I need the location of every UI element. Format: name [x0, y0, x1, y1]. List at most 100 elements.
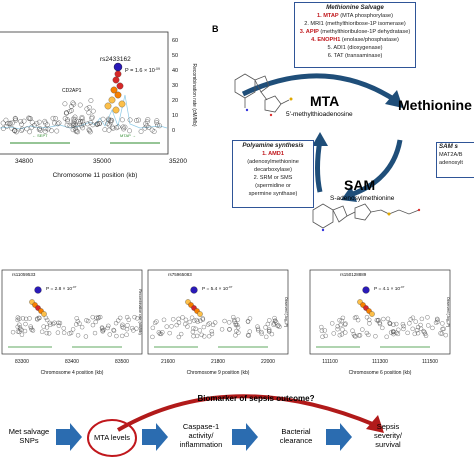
scatter-point: [118, 315, 123, 321]
scatter-point: [375, 318, 381, 323]
ld-point: [118, 100, 126, 108]
scatter-point: [56, 120, 62, 126]
scatter-point: [176, 316, 181, 322]
scatter-point: [410, 326, 415, 331]
scatter-point: [194, 317, 199, 323]
svg-text:20: 20: [172, 98, 178, 104]
scatter-point: [415, 324, 421, 330]
scatter-point: [52, 320, 57, 325]
scatter-point: [187, 319, 192, 325]
gene-name: 1. MTAP: [317, 13, 339, 19]
scatter-point: [271, 321, 277, 326]
scatter-point: [43, 120, 48, 126]
scatter-point: [122, 124, 128, 130]
scatter-point: [213, 320, 218, 325]
scatter-point: [111, 327, 116, 333]
scatter-point: [44, 122, 50, 128]
plot-frame: [0, 31, 169, 155]
scatter-point: [138, 129, 144, 134]
snp-label: rs11059533: [12, 272, 36, 277]
pvalue-label: P = 2.8 × 10-07: [46, 285, 77, 292]
scatter-point: [176, 334, 181, 340]
scatter-point: [205, 322, 211, 327]
scatter-point: [0, 126, 6, 131]
regional-plot-1: rs11059533 P = 2.8 × 10-07 83300 83400 83500…: [1, 269, 143, 376]
scatter-point: [86, 110, 92, 116]
scatter-point: [83, 334, 89, 339]
scatter-point: [42, 128, 48, 134]
scatter-point: [121, 126, 127, 132]
scatter-point: [135, 316, 140, 321]
scatter-point: [256, 328, 261, 333]
scatter-point: [234, 328, 239, 334]
scatter-point: [10, 330, 16, 335]
scatter-point: [127, 128, 132, 134]
scatter-point: [210, 322, 216, 328]
scatter-point: [27, 129, 33, 135]
scatter-point: [421, 329, 426, 334]
scatter-point: [381, 316, 386, 322]
mta-full-name: 5'-methylthioadenosine: [286, 111, 353, 118]
scatter-point: [174, 322, 179, 328]
scatter-point: [232, 319, 237, 324]
scatter-point: [367, 317, 372, 323]
cycle-diagram: [234, 73, 421, 232]
flow-step-1-line-1: Met salvage: [8, 427, 50, 436]
gene-name: 2. MRI1: [304, 21, 324, 27]
scatter-point: [35, 317, 40, 322]
scatter-point: [227, 327, 232, 332]
ld-point: [108, 96, 116, 104]
scatter-point: [179, 331, 184, 337]
scatter-point: [380, 325, 385, 331]
flow-arrow-4: [326, 423, 352, 451]
scatter-point: [339, 318, 344, 323]
flow-step-1-line-2: SNPs: [19, 436, 39, 445]
lead-snp-point: [34, 286, 42, 294]
scatter-point: [96, 315, 101, 320]
scatter-point: [15, 329, 21, 334]
ld-point: [197, 311, 203, 317]
scatter-point: [93, 319, 98, 325]
scatter-point: [47, 320, 52, 326]
ld-point: [114, 91, 122, 99]
scatter-point: [114, 125, 119, 131]
scatter-point: [36, 315, 42, 321]
scatter-point: [120, 124, 126, 130]
met-salvage-item: 1. MTAP (MTA phosphorylase): [295, 12, 415, 20]
scatter-point: [105, 121, 111, 126]
scatter-point: [29, 119, 35, 125]
scatter-point: [183, 321, 188, 327]
sam-molecule-icon: [312, 203, 421, 232]
scatter-point: [57, 320, 63, 326]
scatter-point: [352, 315, 358, 320]
scatter-point: [44, 325, 50, 330]
scatter-point: [62, 116, 68, 121]
flow-step-met-salvage: Met salvage SNPs: [4, 427, 54, 445]
scatter-point: [55, 330, 61, 335]
met-salvage-list: 1. MTAP (MTA phosphorylase) 2. MRI1 (meth…: [295, 12, 415, 60]
flow-step-4-line-2: clearance: [279, 436, 313, 445]
scatter-point: [391, 331, 396, 337]
y-axis-label: Observed (-log₁₀P): [284, 297, 288, 327]
pvalue-exponent: -07: [72, 285, 77, 289]
scatter-point: [233, 321, 238, 326]
flow-step-3-line-2: activity/: [188, 431, 214, 440]
sam-synth-line-1: MAT2A/B: [439, 152, 463, 158]
scatter-point: [191, 326, 196, 331]
x-tick-label: 83300: [15, 359, 29, 365]
scatter-point: [100, 329, 105, 334]
scatter-point: [267, 318, 272, 323]
scatter-point: [7, 121, 13, 127]
scatter-point: [23, 321, 28, 327]
sam-synthesis-box: SAM s MAT2A/B adenosylt: [436, 142, 474, 178]
svg-text:40: 40: [172, 68, 178, 74]
scatter-point: [56, 323, 62, 328]
plot-frame: [147, 269, 289, 355]
flow-arrow-2: [142, 423, 168, 451]
lead-snp-point: [362, 286, 370, 294]
pvalue-exponent: -07: [228, 285, 233, 289]
scatter-point: [276, 323, 281, 328]
scatter-point: [418, 326, 424, 331]
scatter-point: [422, 331, 428, 337]
sam-label: SAM: [344, 177, 376, 193]
